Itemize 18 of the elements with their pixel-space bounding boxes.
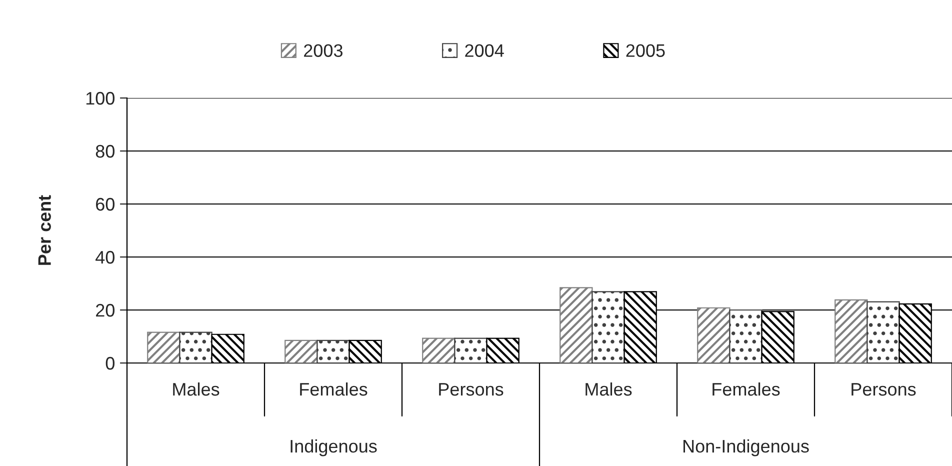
x-tick-label: Males bbox=[173, 382, 220, 396]
legend-label: 2005 bbox=[626, 44, 665, 57]
y-tick-label: 80 bbox=[96, 144, 114, 158]
x-tick-label: Persons bbox=[439, 383, 504, 396]
legend-label: 2003 bbox=[304, 44, 342, 57]
y-tick-label: 100 bbox=[86, 92, 114, 105]
y-tick-label: 40 bbox=[96, 250, 114, 264]
y-tick-label: 0 bbox=[106, 356, 114, 370]
y-tick-label: 60 bbox=[96, 198, 114, 211]
y-axis-title: Per cent bbox=[38, 195, 51, 265]
text: Non-Indigenous bbox=[683, 439, 809, 456]
text: Indigenous bbox=[290, 439, 377, 456]
x-tick-label: Females bbox=[712, 382, 780, 396]
x-tick-label: Persons bbox=[852, 383, 916, 396]
x-tick-label: Females bbox=[300, 382, 368, 396]
legend-label: 2004 bbox=[465, 44, 504, 57]
x-tick-label: Males bbox=[586, 382, 632, 396]
y-tick-label: 20 bbox=[96, 304, 114, 317]
